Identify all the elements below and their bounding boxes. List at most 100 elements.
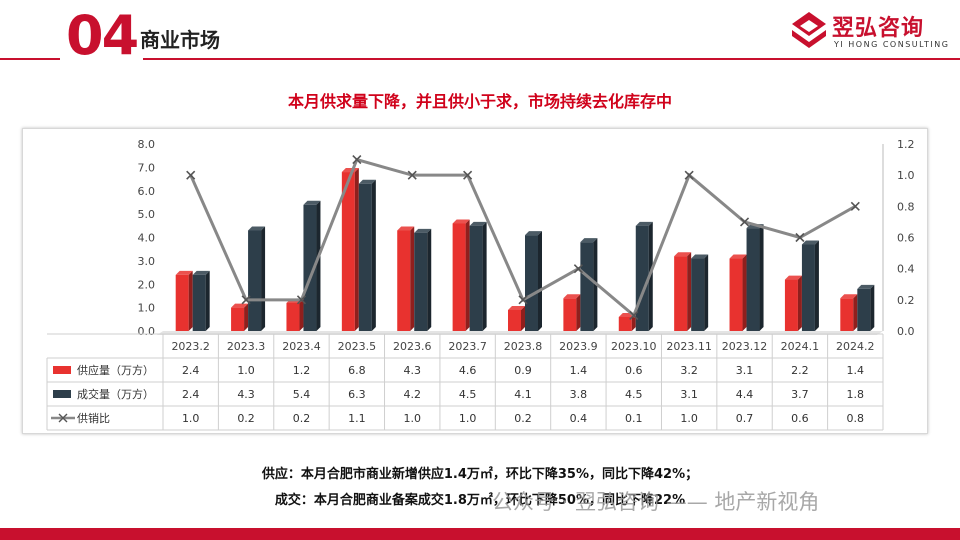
legend-marker [58,413,68,423]
data-table-value: 3.8 [570,388,588,401]
right-axis-tick-label: 0.6 [897,232,915,245]
bar-side [261,226,266,331]
header-rule [0,58,960,60]
data-table-value: 1.2 [293,364,311,377]
bar-side [538,231,542,331]
bar-supply [452,223,466,331]
right-axis-tick-label: 0.4 [897,263,915,276]
bar-top [397,226,415,231]
bar-top [729,254,747,259]
bar-supply [286,302,300,331]
bar-supply [840,298,854,331]
footer-bar [0,528,960,540]
bar-top [414,228,432,233]
bar-top [303,200,321,205]
bar-top [508,305,525,310]
left-axis-tick-label: 7.0 [138,161,156,174]
bar-side [465,219,470,331]
combo-chart: 0.0 1.0 2.0 3.0 4.0 5.0 6.0 7.0 8.0 0.0 0.2 0.4 0.6 0… [46,138,915,431]
data-table-value: 3.1 [736,364,754,377]
data-table-value: 4.6 [459,364,477,377]
data-table-value: 0.2 [293,412,311,425]
bar-deal [857,288,871,331]
legend-label: 供应量（万方） [77,363,154,377]
bar-supply [397,230,411,331]
data-table-value: 0.7 [736,412,754,425]
bar-side [704,254,709,331]
bar-top [857,284,875,289]
bar-supply [784,279,798,331]
chart-title: 本月供求量下降，并且供小于求，市场持续去化库存中 [287,92,672,111]
bar-top [801,240,819,245]
bar-top [580,238,598,243]
data-table-value: 5.4 [293,388,311,401]
data-table-value: 1.1 [348,412,366,425]
ratio-point-marker [296,295,307,305]
right-axis-tick-label: 1.0 [897,169,915,182]
bar-side [410,226,415,331]
ratio-point-marker [352,155,362,165]
bar-top [840,294,858,299]
legend-label: 供销比 [77,411,110,425]
ratio-point-marker [739,217,750,227]
x-axis-category-label: 2023.12 [722,340,768,353]
bar-side [814,240,819,331]
data-table-value: 3.2 [680,364,698,377]
data-table-value: 1.0 [403,412,421,425]
data-table-value: 2.4 [182,388,200,401]
logo-mark-icon [792,12,826,48]
ratio-point-marker [186,170,196,180]
x-axis-category-label: 2024.2 [836,340,875,353]
bar-top [358,179,376,184]
logo-text: 翌弘咨询 [832,16,925,41]
bar-side [205,270,210,331]
supply-note: 供应：本月合肥市商业新增供应1.4万㎡，环比下降35%，同比下降42%； [261,467,699,482]
bar-deal [192,274,206,331]
bar-supply [618,316,632,331]
right-axis-tick-label: 0.8 [897,200,915,213]
bar-deal [801,244,815,331]
ratio-point-marker [463,170,473,180]
right-axis-tick-label: 1.2 [897,138,915,151]
data-table-value: 4.5 [459,388,477,401]
bar-side [853,294,858,331]
data-table-value: 0.6 [791,412,809,425]
bar-deal [414,232,428,331]
left-axis-tick-label: 1.0 [138,302,156,315]
x-axis-category-label: 2023.10 [611,340,657,353]
bar-deal [691,258,705,331]
bar-top [563,294,581,299]
company-logo: 翌弘咨询 YI HONG CONSULTING [790,8,950,54]
x-axis-category-label: 2023.2 [171,340,210,353]
bar-side [299,298,304,331]
bar-side [316,200,321,331]
data-table-value: 2.2 [791,364,809,377]
bar-top [192,270,210,275]
left-axis-tick-label: 6.0 [138,185,156,198]
bar-side [521,305,525,331]
bar-deal [248,230,262,331]
bar-top [635,221,653,226]
bar-side [244,303,249,331]
x-axis-category-label: 2023.5 [338,340,377,353]
data-table-value: 3.7 [791,388,809,401]
data-table-value: 4.4 [736,388,754,401]
data-table-value: 3.1 [680,388,698,401]
data-table-value: 1.4 [570,364,588,377]
left-axis-tick-label: 5.0 [138,208,156,221]
logo-subtext: YI HONG CONSULTING [834,40,950,49]
bar-top [469,221,487,226]
data-table-value: 0.4 [570,412,588,425]
bar-deal [525,235,538,331]
data-table-value: 0.8 [847,412,865,425]
legend-swatch [53,366,71,374]
bar-side [427,228,432,331]
watermark: 公众号 · 翌弘咨询 —— 地产新视角 [492,490,820,514]
data-table-value: 4.3 [237,388,255,401]
ratio-point-marker [629,310,639,320]
bar-supply [341,172,355,331]
data-table-value: 0.1 [625,412,643,425]
bar-supply [563,298,577,331]
ratio-point-marker [795,232,805,243]
left-axis-tick-label: 0.0 [138,325,156,338]
